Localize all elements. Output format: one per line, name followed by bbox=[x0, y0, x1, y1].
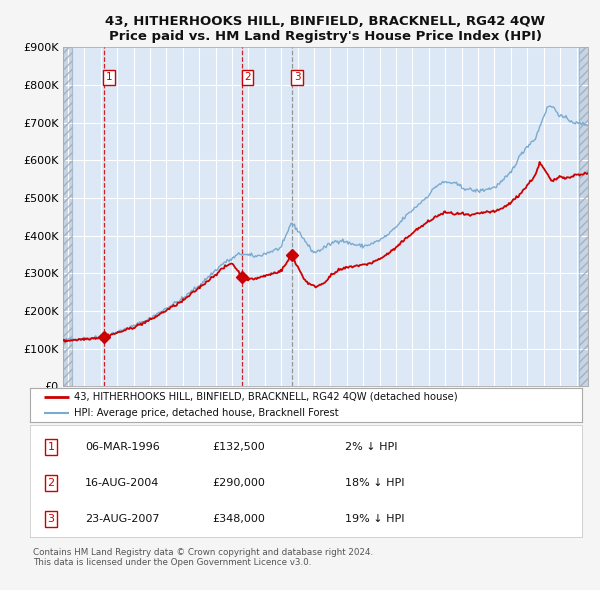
Text: 2: 2 bbox=[244, 73, 251, 83]
Text: 1: 1 bbox=[47, 442, 55, 452]
Text: 2: 2 bbox=[47, 478, 55, 488]
Text: 3: 3 bbox=[293, 73, 300, 83]
Text: 06-MAR-1996: 06-MAR-1996 bbox=[85, 442, 160, 452]
Title: 43, HITHERHOOKS HILL, BINFIELD, BRACKNELL, RG42 4QW
Price paid vs. HM Land Regis: 43, HITHERHOOKS HILL, BINFIELD, BRACKNEL… bbox=[106, 15, 545, 43]
Text: 19% ↓ HPI: 19% ↓ HPI bbox=[344, 514, 404, 524]
Text: HPI: Average price, detached house, Bracknell Forest: HPI: Average price, detached house, Brac… bbox=[74, 408, 339, 418]
Text: £290,000: £290,000 bbox=[212, 478, 265, 488]
Text: 18% ↓ HPI: 18% ↓ HPI bbox=[344, 478, 404, 488]
Text: 3: 3 bbox=[47, 514, 55, 524]
Text: 23-AUG-2007: 23-AUG-2007 bbox=[85, 514, 160, 524]
Text: Contains HM Land Registry data © Crown copyright and database right 2024.
This d: Contains HM Land Registry data © Crown c… bbox=[33, 548, 373, 567]
Text: £132,500: £132,500 bbox=[212, 442, 265, 452]
Text: 16-AUG-2004: 16-AUG-2004 bbox=[85, 478, 160, 488]
Text: £348,000: £348,000 bbox=[212, 514, 265, 524]
Text: 43, HITHERHOOKS HILL, BINFIELD, BRACKNELL, RG42 4QW (detached house): 43, HITHERHOOKS HILL, BINFIELD, BRACKNEL… bbox=[74, 392, 458, 402]
Text: 2% ↓ HPI: 2% ↓ HPI bbox=[344, 442, 397, 452]
Text: 1: 1 bbox=[106, 73, 112, 83]
